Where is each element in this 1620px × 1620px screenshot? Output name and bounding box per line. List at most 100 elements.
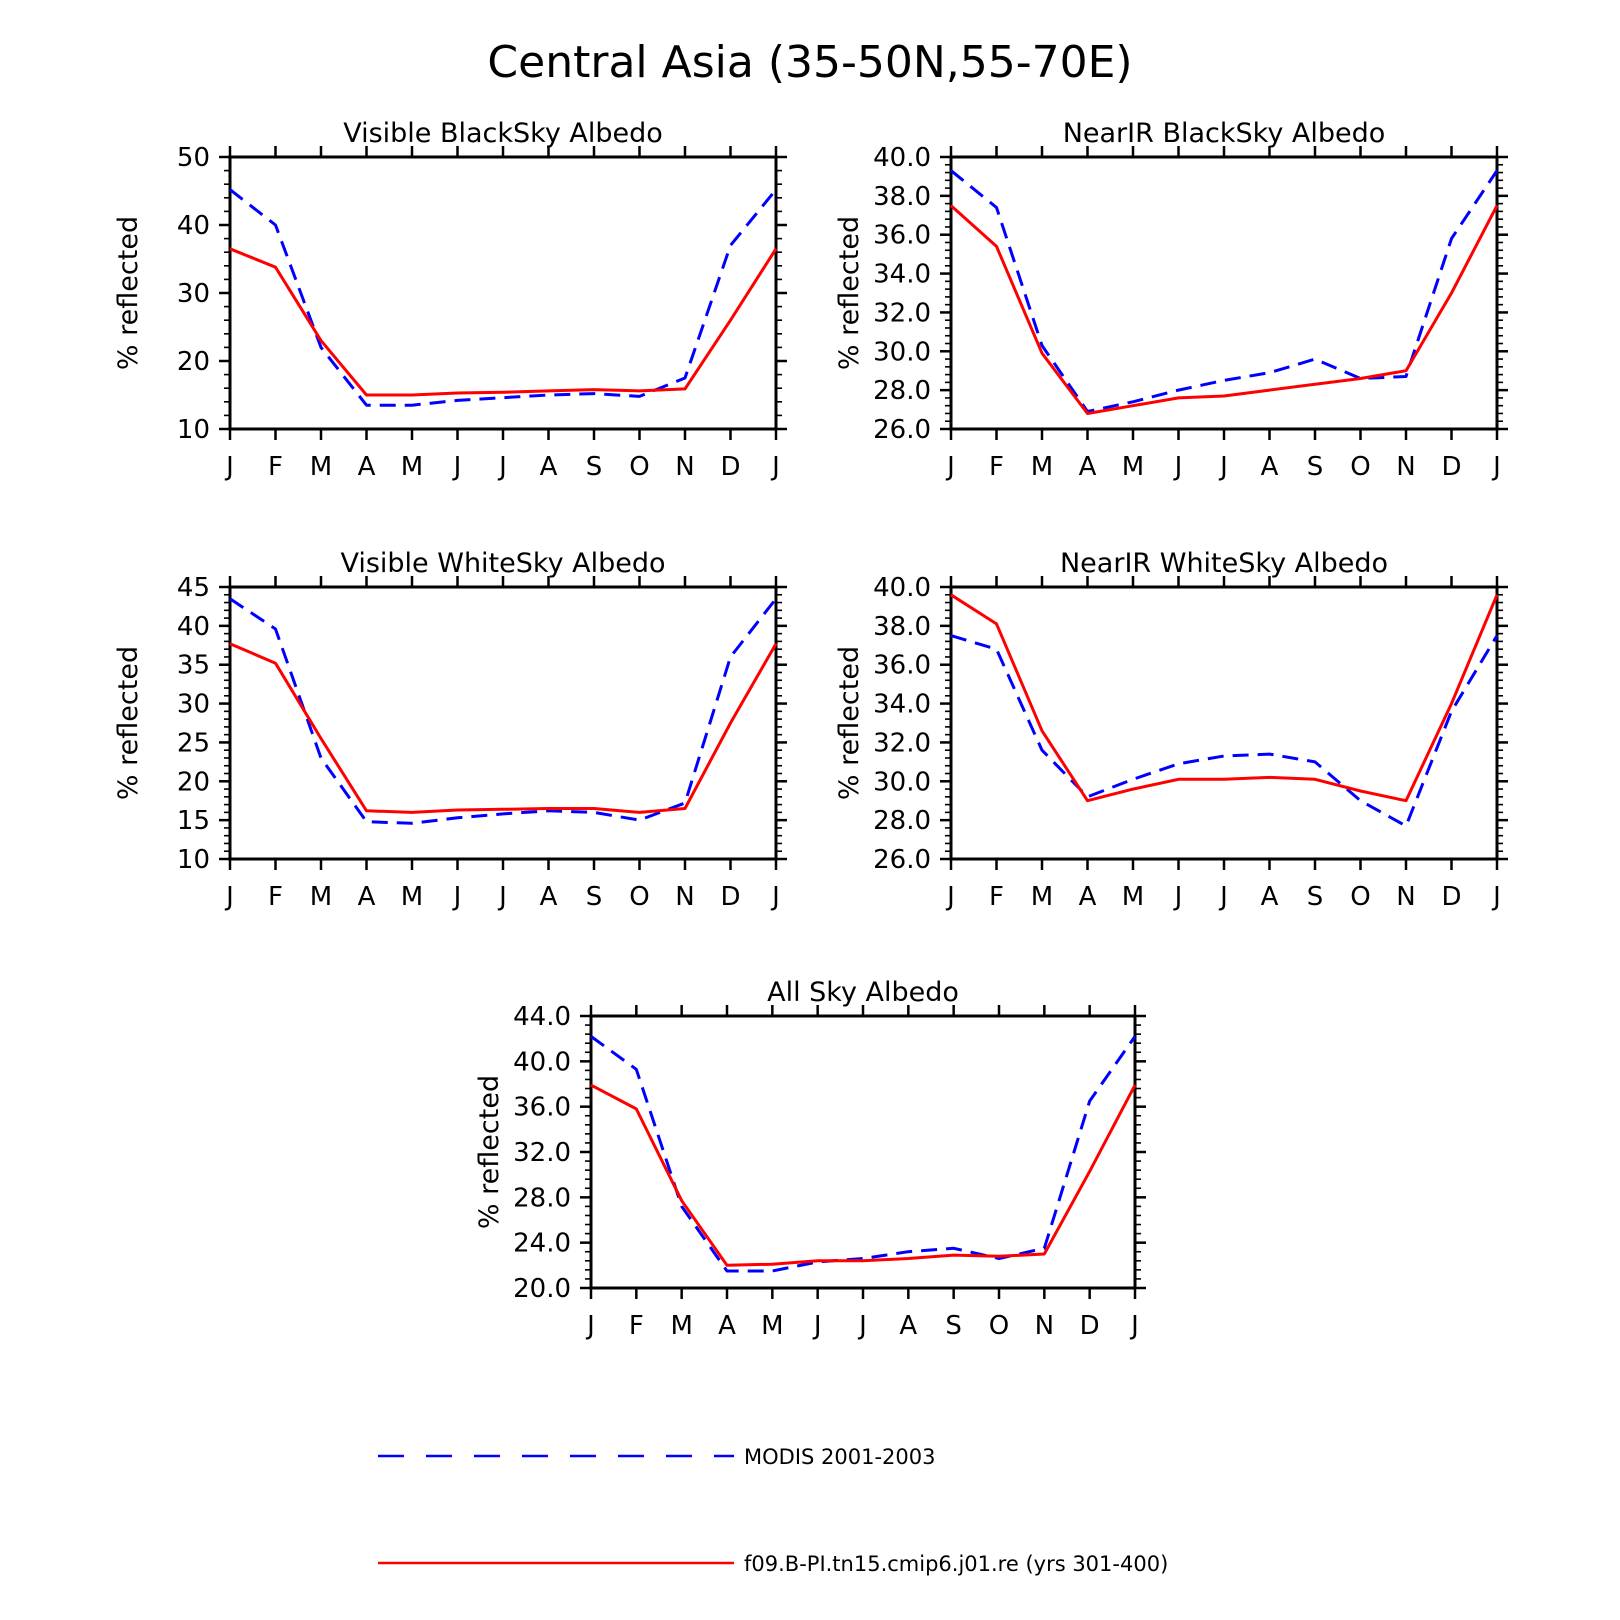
y-tick-label: 40.0 bbox=[873, 573, 931, 603]
x-tick-label: J bbox=[1173, 882, 1183, 912]
y-tick-label: 26.0 bbox=[873, 415, 931, 445]
x-tick-label: M bbox=[1031, 452, 1053, 482]
x-tick-label: M bbox=[1122, 452, 1144, 482]
y-axis-label: % reflected bbox=[113, 216, 144, 370]
x-tick-label: S bbox=[1307, 452, 1324, 482]
plot-frame bbox=[949, 155, 1499, 431]
panel-title: NearIR BlackSky Albedo bbox=[1063, 118, 1386, 149]
y-tick-label: 30.0 bbox=[873, 767, 931, 797]
y-tick-label: 40 bbox=[177, 211, 210, 241]
x-tick-label: N bbox=[1396, 452, 1415, 482]
y-tick-label: 38.0 bbox=[873, 612, 931, 642]
x-tick-label: A bbox=[1079, 452, 1097, 482]
x-tick-label: A bbox=[540, 882, 558, 912]
x-tick-label: D bbox=[1080, 1311, 1100, 1341]
x-tick-label: J bbox=[770, 882, 780, 912]
x-tick-label: J bbox=[945, 882, 955, 912]
x-tick-label: A bbox=[358, 882, 376, 912]
x-tick-label: S bbox=[586, 882, 603, 912]
y-tick-label: 32.0 bbox=[873, 728, 931, 758]
x-tick-label: D bbox=[720, 452, 740, 482]
x-tick-label: N bbox=[675, 452, 694, 482]
series-line-model bbox=[950, 593, 1499, 803]
x-tick-label: M bbox=[401, 452, 423, 482]
series-line-modis bbox=[229, 597, 778, 825]
y-tick-label: 40 bbox=[177, 612, 210, 642]
y-tick-label: 28.0 bbox=[513, 1183, 571, 1213]
x-tick-label: F bbox=[989, 452, 1004, 482]
series-line-modis bbox=[590, 1035, 1137, 1273]
x-tick-label: M bbox=[1122, 882, 1144, 912]
x-tick-label: S bbox=[586, 452, 603, 482]
x-tick-label: N bbox=[1035, 1311, 1054, 1341]
y-axis-label: % reflected bbox=[834, 216, 865, 370]
x-tick-label: O bbox=[629, 452, 649, 482]
x-tick-label: O bbox=[989, 1311, 1009, 1341]
x-tick-label: N bbox=[675, 882, 694, 912]
y-tick-label: 10 bbox=[177, 845, 210, 875]
legend-label-2: f09.B-PI.tn15.cmip6.j01.re (yrs 301-400) bbox=[744, 1552, 1168, 1576]
panel-title: All Sky Albedo bbox=[767, 977, 959, 1008]
x-tick-label: J bbox=[224, 882, 234, 912]
y-tick-label: 30 bbox=[177, 279, 210, 309]
panel-title: Visible WhiteSky Albedo bbox=[340, 548, 665, 579]
x-tick-label: J bbox=[945, 452, 955, 482]
y-tick-label: 30 bbox=[177, 690, 210, 720]
x-tick-label: M bbox=[761, 1311, 783, 1341]
y-tick-label: 45 bbox=[177, 573, 210, 603]
series-line-modis bbox=[950, 169, 1499, 413]
y-tick-label: 35 bbox=[177, 651, 210, 681]
x-tick-label: M bbox=[310, 452, 332, 482]
x-tick-label: J bbox=[224, 452, 234, 482]
y-tick-label: 32.0 bbox=[513, 1138, 571, 1168]
y-tick-label: 28.0 bbox=[873, 376, 931, 406]
x-tick-label: F bbox=[268, 452, 283, 482]
y-tick-label: 26.0 bbox=[873, 845, 931, 875]
x-tick-label: J bbox=[1491, 882, 1501, 912]
y-tick-label: 28.0 bbox=[873, 806, 931, 836]
main-title: Central Asia (35-50N,55-70E) bbox=[487, 37, 1132, 88]
x-tick-label: J bbox=[770, 452, 780, 482]
y-tick-label: 10 bbox=[177, 415, 210, 445]
x-tick-label: D bbox=[720, 882, 740, 912]
x-tick-label: A bbox=[1079, 882, 1097, 912]
series-line-model bbox=[949, 204, 1499, 415]
y-axis-label: % reflected bbox=[834, 646, 865, 800]
y-axis-label: % reflected bbox=[113, 646, 144, 800]
series-line-modis bbox=[950, 634, 1499, 828]
x-tick-label: J bbox=[452, 882, 462, 912]
y-tick-label: 20 bbox=[177, 767, 210, 797]
x-tick-label: A bbox=[1261, 452, 1279, 482]
x-tick-label: J bbox=[1218, 452, 1228, 482]
x-tick-label: D bbox=[1441, 452, 1461, 482]
y-axis-label: % reflected bbox=[474, 1075, 505, 1229]
x-tick-label: N bbox=[1396, 882, 1415, 912]
x-tick-label: J bbox=[1173, 452, 1183, 482]
x-tick-label: O bbox=[629, 882, 649, 912]
x-tick-label: J bbox=[585, 1311, 595, 1341]
x-tick-label: F bbox=[268, 882, 283, 912]
y-tick-label: 20.0 bbox=[513, 1274, 571, 1304]
plot-frame bbox=[589, 1014, 1137, 1290]
x-tick-label: M bbox=[310, 882, 332, 912]
legend-label-1: MODIS 2001-2003 bbox=[744, 1445, 935, 1469]
x-tick-label: J bbox=[1218, 882, 1228, 912]
y-tick-label: 25 bbox=[177, 728, 210, 758]
y-tick-label: 36.0 bbox=[873, 651, 931, 681]
x-tick-label: J bbox=[812, 1311, 822, 1341]
plot-frame bbox=[228, 155, 778, 431]
legend: MODIS 2001-2003 f09.B-PI.tn15.cmip6.j01.r… bbox=[378, 1445, 1168, 1576]
y-tick-label: 44.0 bbox=[513, 1002, 571, 1032]
x-tick-label: O bbox=[1350, 882, 1370, 912]
x-tick-label: J bbox=[857, 1311, 867, 1341]
x-tick-label: J bbox=[497, 452, 507, 482]
x-tick-label: M bbox=[670, 1311, 692, 1341]
x-tick-label: M bbox=[401, 882, 423, 912]
y-tick-label: 38.0 bbox=[873, 182, 931, 212]
y-tick-label: 15 bbox=[177, 806, 210, 836]
